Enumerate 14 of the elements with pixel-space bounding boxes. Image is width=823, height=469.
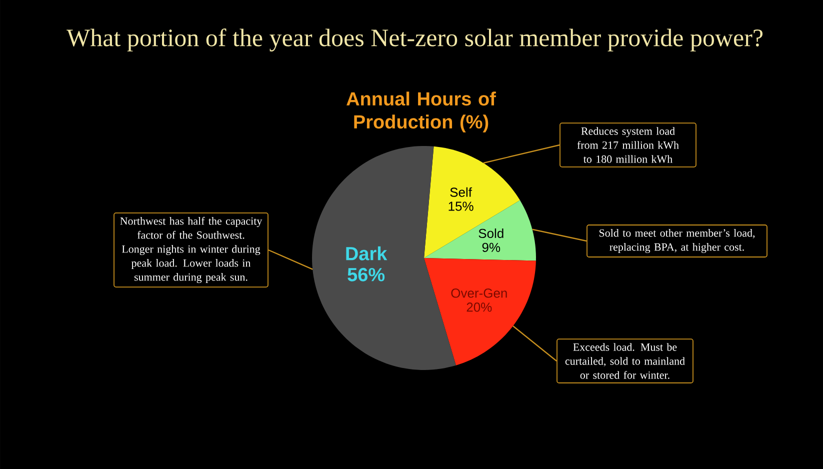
chart-title: What portion of the year does Net-zero solar member provide power?	[66, 28, 763, 52]
data-label: 15%	[448, 202, 474, 211]
text: Northwest has half the capacity factor of the Southwest. Longer nights in winter during peak load. Lower loads in summer during peak sun.	[120, 216, 262, 284]
slice-label: Dark	[346, 246, 388, 260]
data-label: 9%	[482, 242, 500, 252]
data-label: 20%	[466, 302, 492, 312]
text: Reduces system load from 217 million kWh to 180 million kWh	[577, 127, 679, 163]
slice-label: Over-Gen	[451, 288, 507, 298]
text: Exceeds load. Must be curtailed, sold to mainland or stored for winter.	[565, 343, 685, 379]
text: Sold to meet other member’s load, replacing BPA, at higher cost.	[599, 228, 755, 253]
slice-label: Self	[450, 187, 472, 197]
data-label: 56%	[348, 268, 385, 282]
slice-label: Sold	[478, 228, 504, 238]
chart-subtitle: Annual Hours of Production (%)	[346, 92, 496, 132]
